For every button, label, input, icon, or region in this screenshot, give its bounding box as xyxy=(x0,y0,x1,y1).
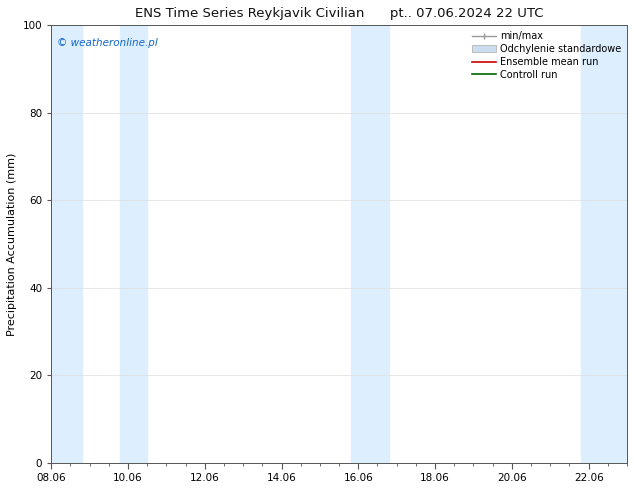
Title: ENS Time Series Reykjavik Civilian      pt.. 07.06.2024 22 UTC: ENS Time Series Reykjavik Civilian pt.. … xyxy=(135,7,543,20)
Legend: min/max, Odchylenie standardowe, Ensemble mean run, Controll run: min/max, Odchylenie standardowe, Ensembl… xyxy=(468,27,625,84)
Bar xyxy=(351,25,389,463)
Bar xyxy=(48,25,82,463)
Text: © weatheronline.pl: © weatheronline.pl xyxy=(57,38,158,49)
Bar xyxy=(120,25,147,463)
Y-axis label: Precipitation Accumulation (mm): Precipitation Accumulation (mm) xyxy=(7,152,17,336)
Bar xyxy=(581,25,631,463)
